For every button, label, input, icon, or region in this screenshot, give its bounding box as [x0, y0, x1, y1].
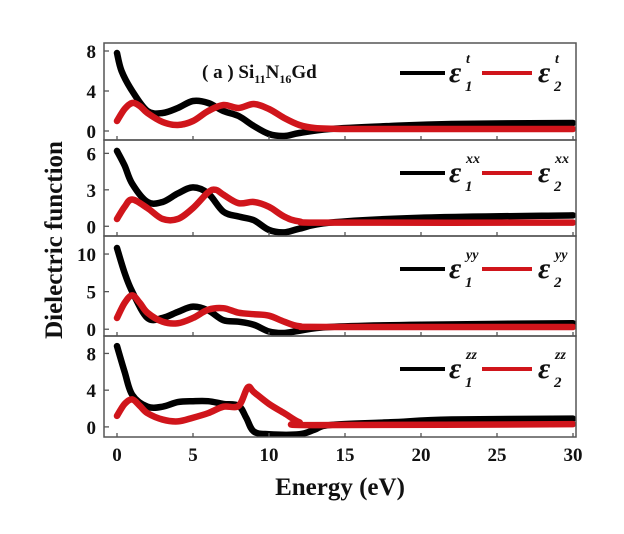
y-tick-label: 4 — [87, 381, 97, 402]
legend-sub-eps1: 1 — [465, 179, 473, 195]
legend-sup-eps2: zz — [554, 348, 566, 363]
legend-label-eps2: ε — [538, 56, 551, 89]
legend-sup-eps2: t — [555, 52, 560, 67]
panel-frame — [103, 335, 577, 438]
series-line-eps2-t — [113, 99, 576, 133]
y-tick-label: 4 — [87, 82, 97, 103]
legend-sub-eps1: 1 — [465, 375, 473, 391]
series-line-eps2-yy — [113, 292, 576, 331]
legend-label-eps1: ε — [449, 252, 462, 285]
y-tick-label: 3 — [87, 181, 97, 202]
y-tick-label: 0 — [87, 217, 97, 238]
x-tick-label: 30 — [564, 445, 583, 466]
y-tick-label: 0 — [87, 418, 97, 439]
x-tick-label: 15 — [336, 445, 355, 466]
x-tick-label: 0 — [112, 445, 122, 466]
legend-sub-eps2: 2 — [553, 275, 562, 291]
legend-sub-eps2: 2 — [553, 79, 562, 95]
y-tick-label: 5 — [87, 283, 97, 304]
x-tick-label: 5 — [188, 445, 198, 466]
y-tick-label: 8 — [87, 344, 97, 365]
legend-sub-eps1: 1 — [465, 275, 473, 291]
legend-sup-eps2: xx — [554, 152, 569, 167]
y-tick-label: 0 — [87, 320, 97, 341]
legend-label-eps2: ε — [538, 352, 551, 385]
y-tick-label: 6 — [87, 144, 97, 165]
y-axis-label: Dielectric function — [41, 141, 68, 339]
y-tick-label: 0 — [87, 122, 97, 143]
legend-label-eps2: ε — [538, 156, 551, 189]
x-tick-label: 25 — [488, 445, 507, 466]
x-axis-label: Energy (eV) — [275, 474, 405, 501]
panel-zz: 048 ε 1zz ε 2zz — [87, 335, 577, 439]
y-tick-label: 10 — [77, 245, 96, 266]
legend-sub-eps2: 2 — [553, 375, 562, 391]
legend-label-eps2: ε — [538, 252, 551, 285]
legend-sup-eps1: zz — [465, 348, 477, 363]
series-line-eps2-zz — [113, 383, 576, 429]
legend-sup-eps1: yy — [464, 248, 479, 263]
legend-sup-eps1: t — [466, 52, 471, 67]
series-line-eps2-xx — [113, 186, 576, 226]
x-tick-label: 10 — [260, 445, 279, 466]
x-tick-label: 20 — [412, 445, 431, 466]
legend-sup-eps2: yy — [553, 248, 568, 263]
legend-label-eps1: ε — [449, 156, 462, 189]
legend-label-eps1: ε — [449, 56, 462, 89]
legend-sub-eps2: 2 — [553, 179, 562, 195]
panel-title: ( a ) Si11N16Gd — [202, 62, 317, 86]
legend-sup-eps1: xx — [465, 152, 480, 167]
legend-label-eps1: ε — [449, 352, 462, 385]
legend-sub-eps1: 1 — [465, 79, 473, 95]
y-tick-label: 8 — [87, 42, 97, 63]
